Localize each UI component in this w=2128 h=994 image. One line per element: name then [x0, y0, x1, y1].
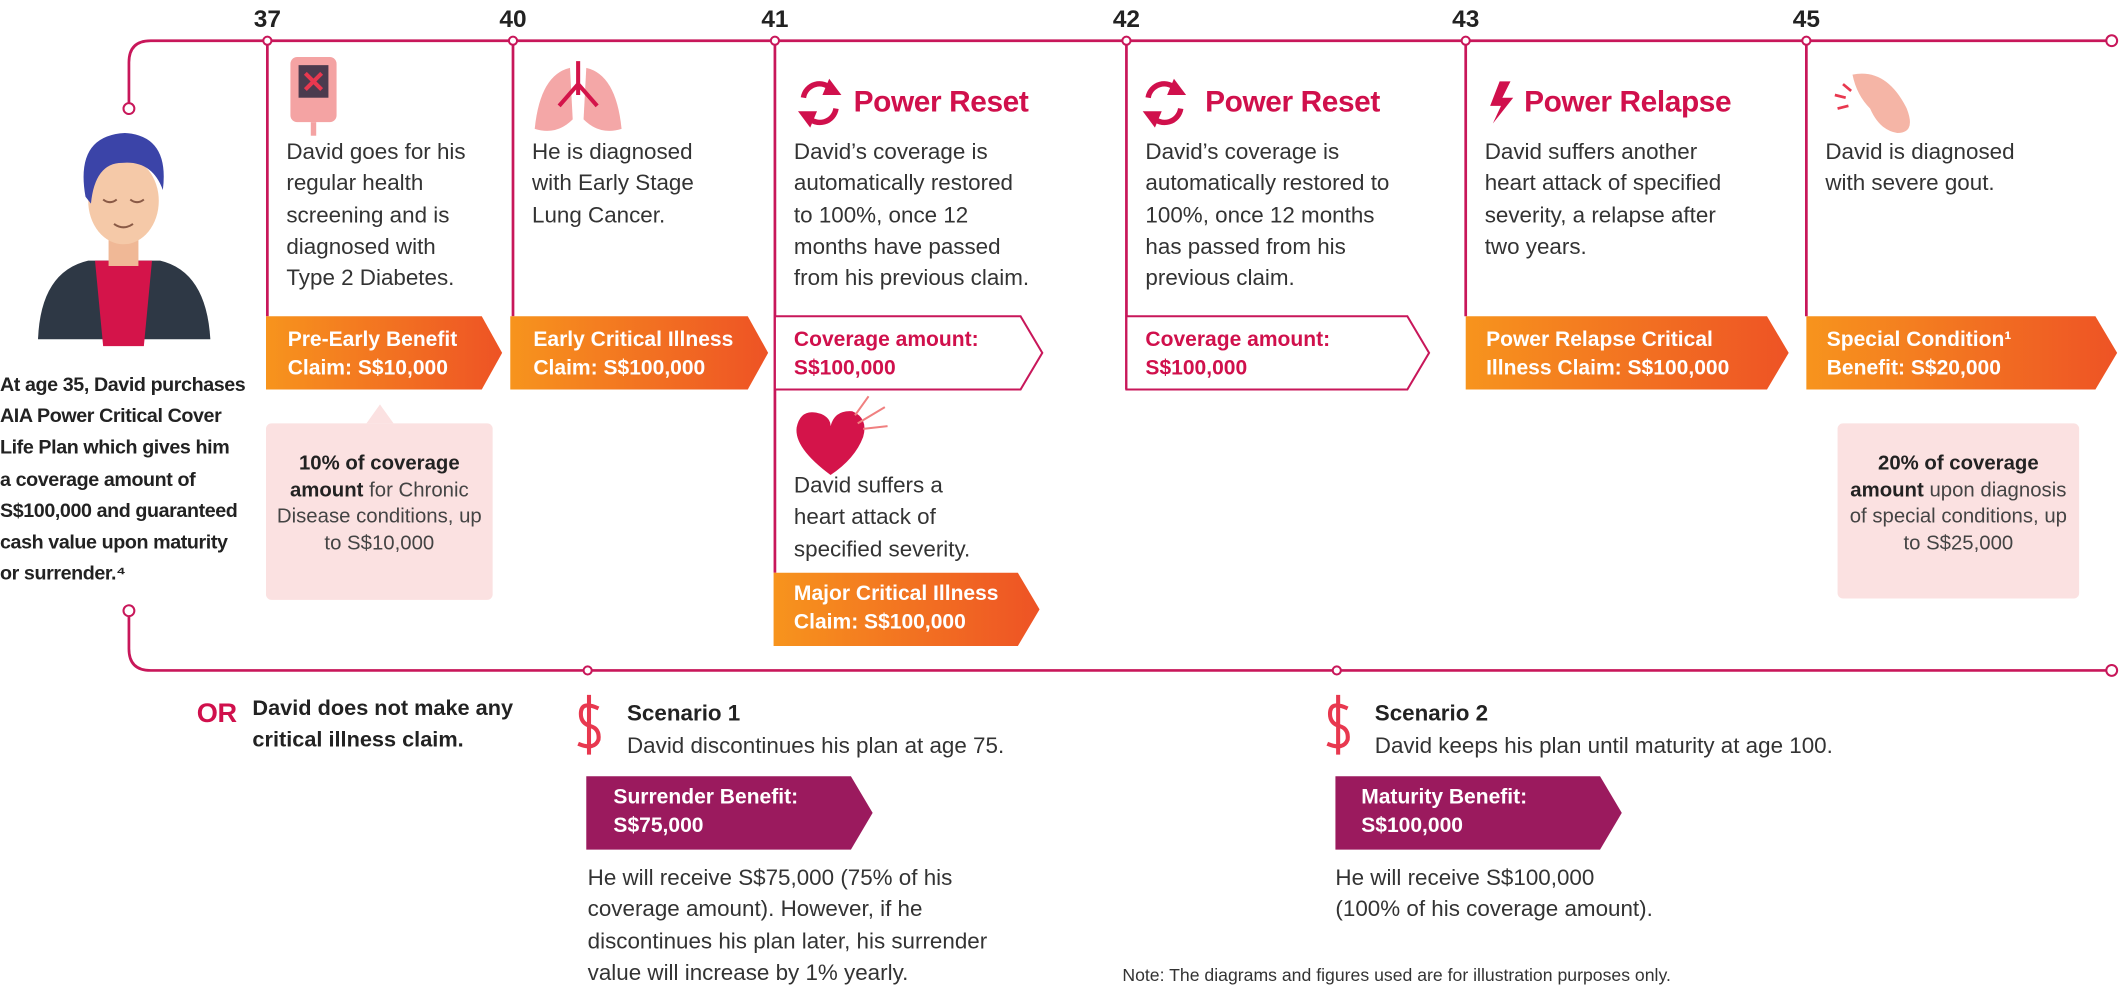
event-description: specified severity.: [794, 534, 970, 566]
stage: At age 35, David purchasesAIA Power Crit…: [0, 0, 2128, 993]
event-description: screening and is: [286, 200, 449, 232]
event-description: has passed from his: [1145, 232, 1345, 264]
event-description: automatically restored: [794, 169, 1013, 201]
icon-diabetes: [290, 57, 336, 136]
icon-heart: [796, 396, 887, 475]
note-text: 10% of coverage amount for Chronic Disea…: [271, 451, 487, 557]
claim-label: Major Critical Illness: [794, 579, 999, 607]
claim-label: Early Critical Illness: [533, 326, 733, 354]
scenario-subtitle: David discontinues his plan at age 75.: [627, 731, 1004, 763]
claim-label: Claim: S$100,000: [794, 608, 966, 636]
claim-label: Power Relapse Critical: [1486, 326, 1713, 354]
event-description: David’s coverage is: [1145, 137, 1339, 169]
scenario-title: Scenario 2: [1375, 699, 1488, 731]
benefit-label: S$75,000: [613, 812, 703, 840]
event-description: Type 2 Diabetes.: [286, 264, 454, 296]
intro-line: AIA Power Critical Cover: [0, 402, 221, 433]
event-heading: Power Relapse: [1524, 84, 1731, 119]
event-description: 100%, once 12 months: [1145, 200, 1374, 232]
event-description: previous claim.: [1145, 264, 1294, 296]
event-description: with Early Stage: [532, 169, 694, 201]
event-description: David goes for his: [286, 137, 465, 169]
event-description: He is diagnosed: [532, 137, 693, 169]
age-label: 42: [1113, 4, 1140, 34]
event-description: Lung Cancer.: [532, 200, 665, 232]
age-label: 40: [499, 4, 526, 34]
coverage-label: Coverage amount:: [794, 326, 979, 354]
icon-gout: [1835, 74, 1910, 133]
age-label: 41: [761, 4, 788, 34]
scenario-description: coverage amount). However, if he: [588, 895, 923, 927]
claim-label: Illness Claim: S$100,000: [1486, 354, 1729, 382]
note-tail: [366, 404, 393, 423]
scenario-title: Scenario 1: [627, 699, 740, 731]
coverage-label: S$100,000: [1145, 354, 1247, 382]
scenario-description: discontinues his plan later, his surrend…: [588, 926, 988, 958]
footnote: Note: The diagrams and figures used are …: [1122, 965, 1671, 987]
scenario-description: (100% of his coverage amount).: [1335, 895, 1652, 927]
claim-label: Benefit: S$20,000: [1827, 354, 2001, 382]
event-description: David is diagnosed: [1825, 137, 2014, 169]
icon-reset: [1143, 79, 1186, 128]
event-description: two years.: [1485, 232, 1587, 264]
no-claim-text: David does not make any: [252, 695, 513, 723]
event-description: automatically restored to: [1145, 169, 1389, 201]
coverage-label: Coverage amount:: [1145, 326, 1330, 354]
age-label: 37: [254, 4, 281, 34]
icon-lungs: [535, 61, 622, 131]
event-description: from his previous claim.: [794, 264, 1029, 296]
scenario-description: value will increase by 1% yearly.: [588, 958, 909, 990]
scenario-description: He will receive S$100,000: [1335, 863, 1594, 895]
event-description: David suffers a: [794, 471, 943, 503]
event-description: with severe gout.: [1825, 169, 1994, 201]
or-label: OR: [197, 696, 237, 731]
intro-line: or surrender.⁴: [0, 559, 125, 590]
intro-line: cash value upon maturity: [0, 528, 228, 559]
claim-label: Claim: S$10,000: [288, 354, 448, 382]
intro-line: Life Plan which gives him: [0, 433, 229, 464]
note-text: 20% of coverage amount upon diagnosis of…: [1843, 451, 2074, 557]
claim-label: Special Condition¹: [1827, 326, 2012, 354]
benefit-label: Surrender Benefit:: [613, 783, 798, 811]
scenario-subtitle: David keeps his plan until maturity at a…: [1375, 731, 1833, 763]
event-description: months have passed: [794, 232, 1001, 264]
intro-line: S$100,000 and guaranteed: [0, 496, 237, 527]
intro-line: At age 35, David purchases: [0, 370, 245, 401]
scenario-description: He will receive S$75,000 (75% of his: [588, 863, 953, 895]
coverage-label: S$100,000: [794, 354, 896, 382]
event-heading: Power Reset: [854, 84, 1029, 119]
event-description: heart attack of: [794, 503, 936, 535]
event-description: severity, a relapse after: [1485, 200, 1716, 232]
icon-dollar: [1327, 695, 1348, 755]
claim-label: Claim: S$100,000: [533, 354, 705, 382]
event-description: regular health: [286, 169, 423, 201]
event-description: David’s coverage is: [794, 137, 988, 169]
event-heading: Power Reset: [1205, 84, 1380, 119]
icon-relapse: [1490, 81, 1513, 123]
event-description: to 100%, once 12: [794, 200, 968, 232]
event-description: David suffers another: [1485, 137, 1697, 169]
claim-label: Pre-Early Benefit: [288, 326, 458, 354]
page: At age 35, David purchasesAIA Power Crit…: [0, 0, 2128, 994]
icon-reset: [798, 79, 841, 128]
event-description: diagnosed with: [286, 232, 435, 264]
icon-dollar: [578, 695, 599, 755]
benefit-label: S$100,000: [1361, 812, 1463, 840]
no-claim-text: critical illness claim.: [252, 726, 463, 754]
avatar: [38, 133, 210, 346]
benefit-label: Maturity Benefit:: [1361, 783, 1527, 811]
event-description: heart attack of specified: [1485, 169, 1722, 201]
intro-line: a coverage amount of: [0, 465, 195, 496]
age-label: 45: [1793, 4, 1820, 34]
age-label: 43: [1452, 4, 1479, 34]
